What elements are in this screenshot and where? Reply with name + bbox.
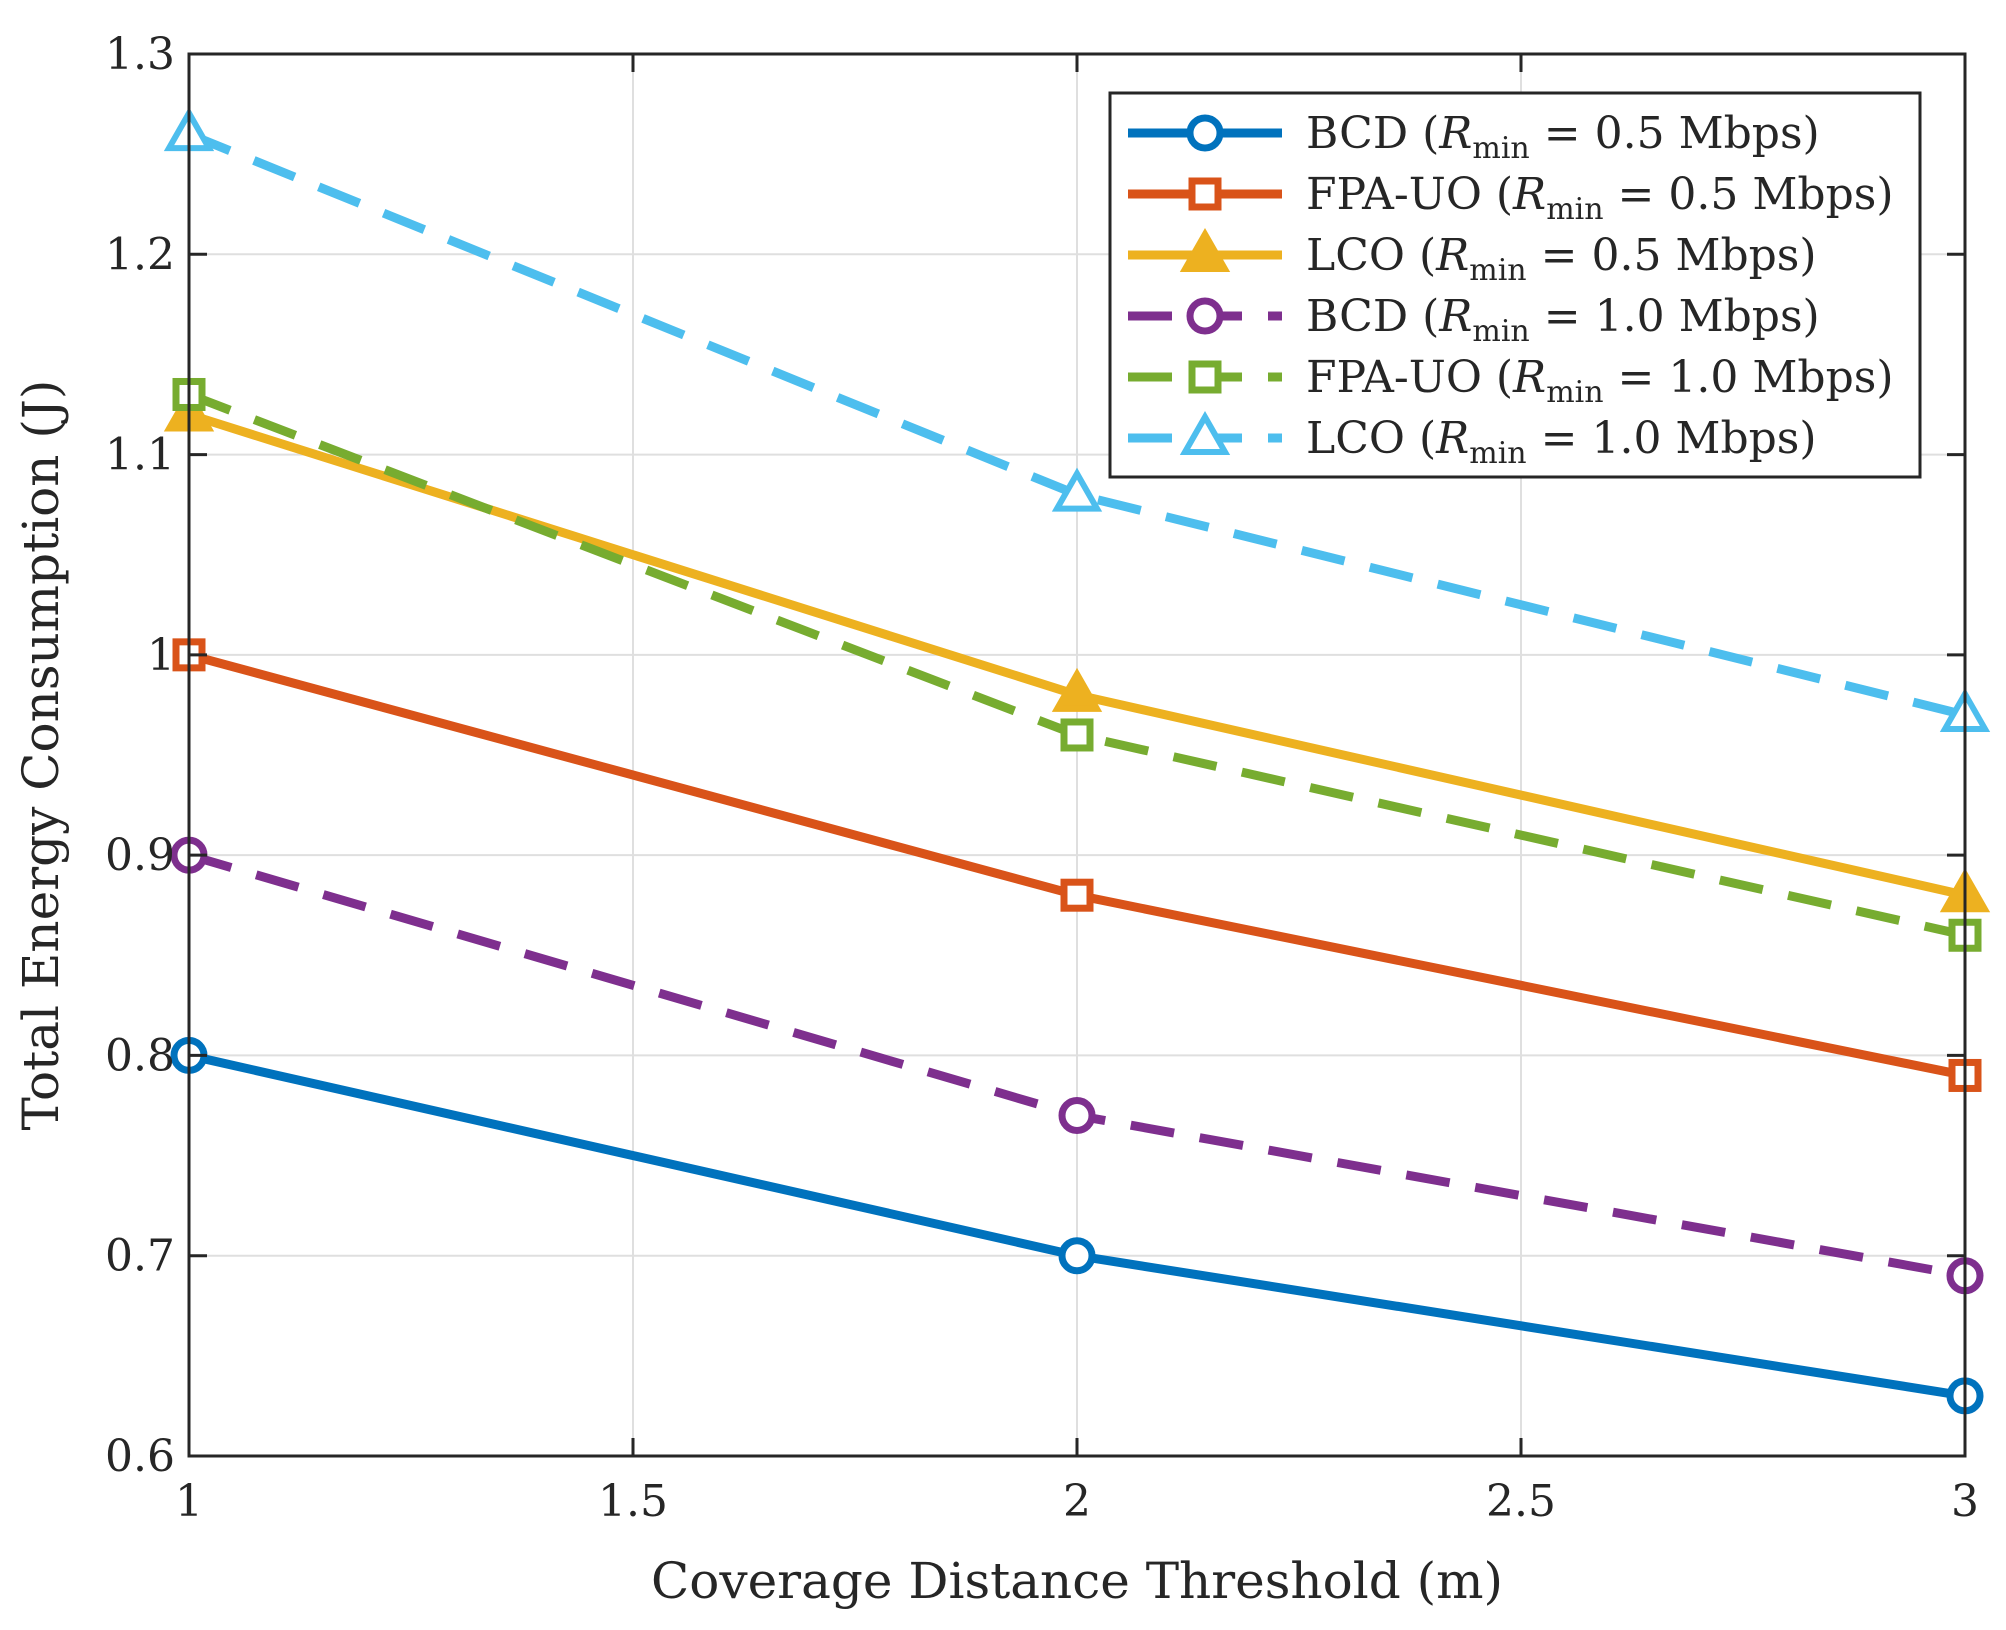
legend-symbol: R <box>1435 230 1469 281</box>
legend-subscript: min <box>1472 131 1529 166</box>
legend-label: FPA-UO (Rmin = 0.5 Mbps) <box>1306 169 1894 227</box>
legend-label-main: FPA-UO ( <box>1306 352 1513 403</box>
y-tick-label: 1.1 <box>105 430 175 481</box>
legend-item: BCD (Rmin = 1.0 Mbps) <box>1128 291 1820 349</box>
legend-label-main: BCD ( <box>1306 291 1439 342</box>
data-point <box>1060 878 1094 912</box>
y-tick-label: 0.6 <box>105 1431 175 1482</box>
legend-rate: = 1.0 Mbps) <box>1530 291 1820 342</box>
y-tick-label: 0.8 <box>105 1030 175 1081</box>
data-point <box>1058 1237 1096 1275</box>
legend-rate: = 0.5 Mbps) <box>1527 230 1817 281</box>
legend-subscript: min <box>1546 192 1603 227</box>
legend-label-main: LCO ( <box>1306 413 1436 464</box>
legend-subscript: min <box>1546 375 1603 410</box>
x-tick-label: 2.5 <box>1486 1476 1556 1527</box>
legend-label-main: FPA-UO ( <box>1306 169 1513 220</box>
legend-label: FPA-UO (Rmin = 1.0 Mbps) <box>1306 352 1894 410</box>
x-tick-label: 1.5 <box>598 1476 668 1527</box>
legend-rate: = 1.0 Mbps) <box>1527 413 1817 464</box>
legend-item: FPA-UO (Rmin = 0.5 Mbps) <box>1128 169 1894 227</box>
legend-item: LCO (Rmin = 1.0 Mbps) <box>1128 410 1817 471</box>
legend-symbol: R <box>1438 291 1472 342</box>
x-tick-label: 2 <box>1063 1476 1091 1527</box>
x-tick-label: 1 <box>175 1476 203 1527</box>
legend-subscript: min <box>1469 253 1526 288</box>
data-point <box>1058 1097 1096 1135</box>
legend-subscript: min <box>1469 436 1526 471</box>
legend-symbol: R <box>1512 169 1546 220</box>
legend-marker <box>1179 410 1231 455</box>
legend-box <box>1108 91 1922 479</box>
y-tick-label: 0.9 <box>105 830 175 881</box>
legend-marker <box>1186 297 1224 335</box>
legend-symbol: R <box>1438 108 1472 159</box>
y-tick-label: 1.2 <box>105 229 175 280</box>
legend-marker <box>1188 177 1222 211</box>
data-point <box>1051 467 1103 512</box>
legend-label: BCD (Rmin = 0.5 Mbps) <box>1306 108 1820 166</box>
legend-label: BCD (Rmin = 1.0 Mbps) <box>1306 291 1820 349</box>
legend-rate: = 0.5 Mbps) <box>1604 169 1894 220</box>
legend-label-main: LCO ( <box>1306 230 1436 281</box>
legend-label: LCO (Rmin = 0.5 Mbps) <box>1306 230 1817 288</box>
legend-subscript: min <box>1472 314 1529 349</box>
legend-symbol: R <box>1512 352 1546 403</box>
legend-rate: = 0.5 Mbps) <box>1530 108 1820 159</box>
x-axis-label: Coverage Distance Threshold (m) <box>651 1552 1503 1610</box>
legend: BCD (Rmin = 0.5 Mbps)FPA-UO (Rmin = 0.5 … <box>1108 91 1922 479</box>
legend-marker <box>1188 360 1222 394</box>
legend-item: FPA-UO (Rmin = 1.0 Mbps) <box>1128 352 1894 410</box>
legend-symbol: R <box>1435 413 1469 464</box>
data-point <box>1060 718 1094 752</box>
legend-item: LCO (Rmin = 0.5 Mbps) <box>1128 227 1817 288</box>
series-line <box>187 129 1967 720</box>
y-tick-label: 0.7 <box>105 1231 175 1282</box>
y-axis-label: Total Energy Consumption (J) <box>12 380 70 1131</box>
y-tick-label: 1 <box>147 630 175 681</box>
legend-label: LCO (Rmin = 1.0 Mbps) <box>1306 413 1817 471</box>
legend-marker <box>1186 114 1224 152</box>
legend-label-main: BCD ( <box>1306 108 1439 159</box>
legend-item: BCD (Rmin = 0.5 Mbps) <box>1128 108 1820 166</box>
axis-ticks: 1 1.5 2 2.5 3 0.6 0.7 0.8 0.9 1 1.1 1.2 1.3 <box>105 29 1979 1527</box>
legend-marker <box>1179 227 1231 272</box>
y-tick-label: 1.3 <box>105 29 175 80</box>
x-tick-label: 3 <box>1951 1476 1979 1527</box>
legend-rate: = 1.0 Mbps) <box>1604 352 1894 403</box>
data-point <box>1051 667 1103 712</box>
